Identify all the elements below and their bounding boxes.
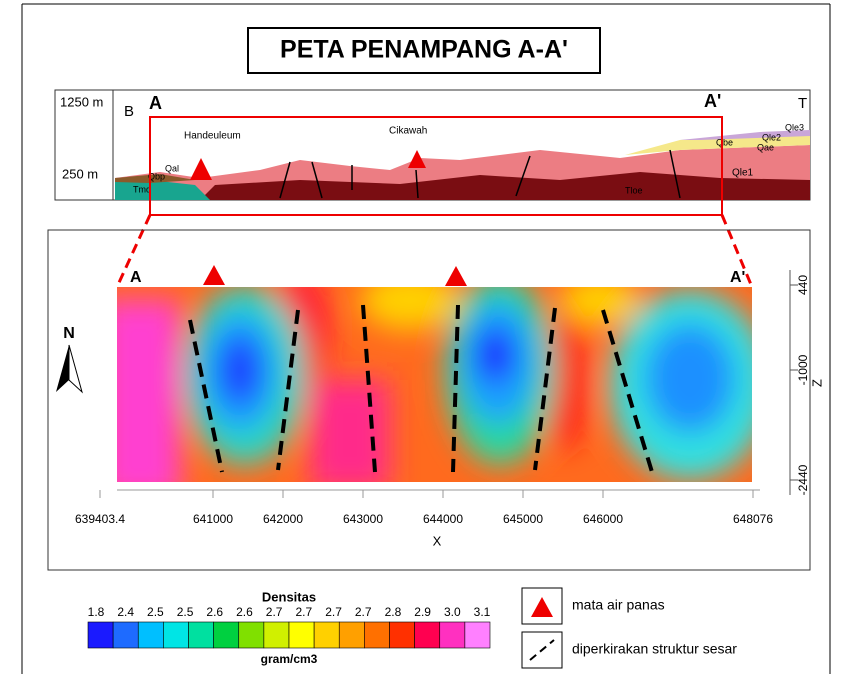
profile-label: A	[149, 93, 162, 113]
elevation-label: 1250 m	[60, 94, 103, 109]
colorbar-label: 2.9	[414, 605, 431, 619]
unit-label: Qle1	[732, 168, 754, 179]
z-axis-label: Z	[809, 379, 824, 387]
colorbar-label: 2.7	[296, 605, 313, 619]
profile-label: A'	[730, 269, 745, 286]
colorbar-label: 2.7	[266, 605, 283, 619]
density-image	[100, 270, 770, 500]
unit-label: Tloe	[625, 185, 643, 195]
colorbar-cell	[264, 622, 289, 648]
hotspring-marker	[203, 265, 225, 285]
colorbar-label: 2.5	[177, 605, 194, 619]
colorbar-label: 2.4	[117, 605, 134, 619]
colorbar-cell	[138, 622, 163, 648]
unit-label: Qle3	[785, 122, 804, 132]
colorbar-label: 3.0	[444, 605, 461, 619]
colorbar-cell	[289, 622, 314, 648]
colorbar-label: 2.7	[325, 605, 342, 619]
colorbar-cell	[339, 622, 364, 648]
colorbar-cell	[214, 622, 239, 648]
unit-label: Qbe	[716, 137, 733, 147]
x-tick-label: 646000	[583, 512, 623, 526]
x-tick-label: 642000	[263, 512, 303, 526]
legend-title: Densitas	[262, 589, 316, 604]
legend-unit: gram/cm3	[261, 652, 318, 666]
colorbar-label: 2.8	[385, 605, 402, 619]
elevation-label: 250 m	[62, 166, 98, 181]
colorbar-cell	[440, 622, 465, 648]
colorbar-cell	[364, 622, 389, 648]
place-label: Cikawah	[389, 126, 427, 137]
colorbar-cell	[163, 622, 188, 648]
unit-label: Tmd	[133, 184, 151, 194]
place-label: Handeuleum	[184, 131, 241, 142]
colorbar-label: 2.5	[147, 605, 164, 619]
x-tick-label: 644000	[423, 512, 463, 526]
profile-label: A'	[704, 91, 721, 111]
figure: PETA PENAMPANG A-A' 1250 m 250 m B T A A…	[0, 0, 852, 674]
colorbar-cell	[465, 622, 490, 648]
colorbar-label: 2.6	[206, 605, 223, 619]
north-label: N	[63, 325, 75, 342]
colorbar-cell	[239, 622, 264, 648]
x-tick-label: 645000	[503, 512, 543, 526]
hotspring-marker	[445, 266, 467, 286]
z-tick-label: 440	[796, 275, 810, 295]
x-tick-label: 641000	[193, 512, 233, 526]
north-arrow	[69, 345, 82, 392]
colorbar-label: 1.8	[88, 605, 105, 619]
direction-label: T	[798, 95, 807, 112]
colorbar-cell	[390, 622, 415, 648]
legend-item: diperkirakan struktur sesar	[572, 641, 737, 657]
unit-label: Qae	[757, 142, 774, 152]
colorbar-cell	[113, 622, 138, 648]
colorbar-label: 2.6	[236, 605, 253, 619]
colorbar-cell	[314, 622, 339, 648]
colorbar-cell	[88, 622, 113, 648]
unit-label: Qle2	[762, 132, 781, 142]
profile-label: A	[130, 269, 142, 286]
x-tick-label: 648076	[733, 512, 773, 526]
x-tick-label: 639403.4	[75, 512, 125, 526]
colorbar-cell	[189, 622, 214, 648]
z-tick-label: -2440	[796, 464, 810, 495]
legend-item: mata air panas	[572, 597, 665, 613]
direction-label: B	[124, 103, 134, 120]
x-axis-label: X	[433, 533, 442, 548]
title: PETA PENAMPANG A-A'	[280, 36, 568, 64]
colorbar-cell	[415, 622, 440, 648]
colorbar-label: 3.1	[474, 605, 491, 619]
x-tick-label: 643000	[343, 512, 383, 526]
z-tick-label: -1000	[796, 354, 810, 385]
colorbar-label: 2.7	[355, 605, 372, 619]
unit-label: Qal	[165, 163, 179, 173]
